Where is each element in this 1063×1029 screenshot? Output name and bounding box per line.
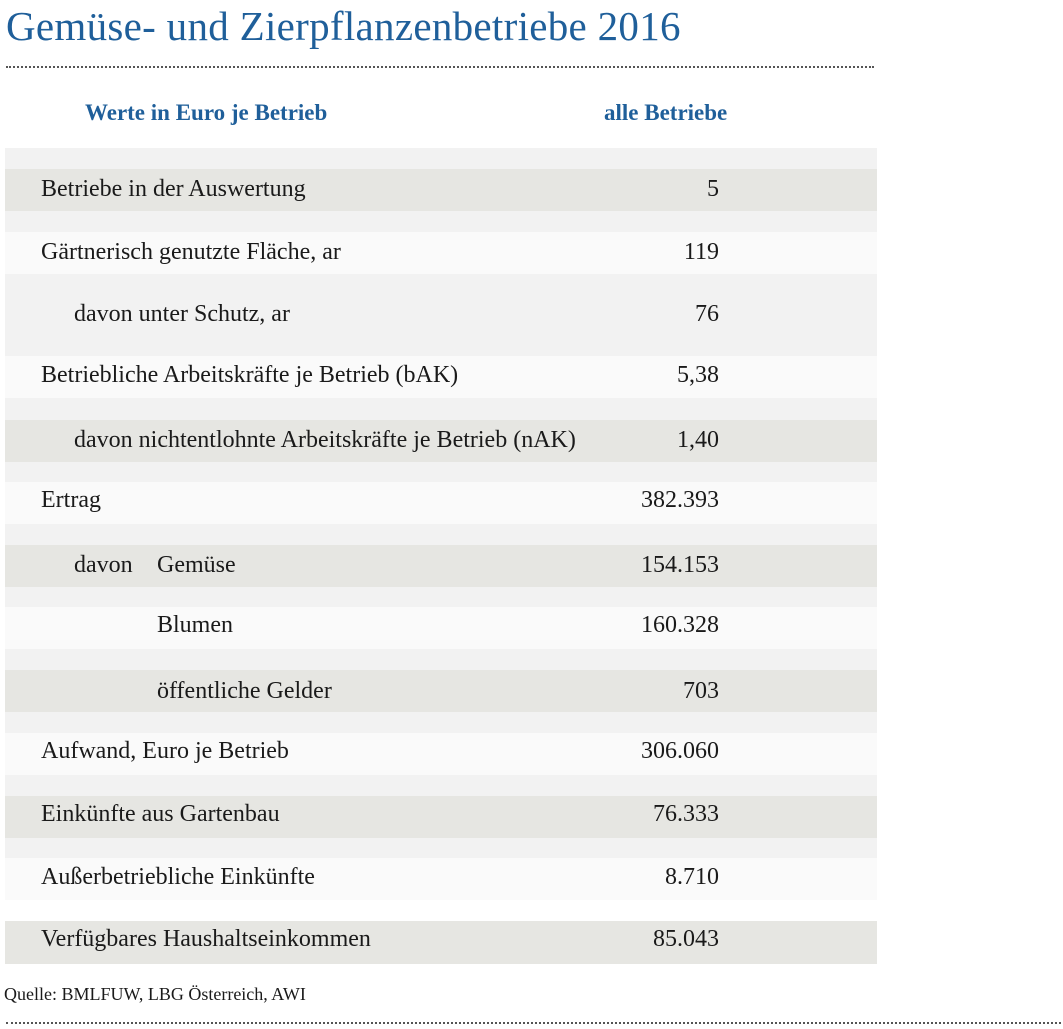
table-row: Einkünfte aus Gartenbau 76.333 <box>5 796 877 838</box>
row-value: 76 <box>695 301 719 327</box>
row-label: Blumen <box>157 612 233 638</box>
table-row: Betriebe in der Auswertung 5 <box>5 169 877 211</box>
row-label: Verfügbares Haushaltseinkommen <box>41 926 371 952</box>
table-row: öffentliche Gelder 703 <box>5 670 877 712</box>
row-value: 119 <box>683 239 719 265</box>
row-label: öffentliche Gelder <box>157 678 332 704</box>
row-label: Einkünfte aus Gartenbau <box>41 801 280 827</box>
table-row: Aufwand, Euro je Betrieb 306.060 <box>5 733 877 775</box>
divider <box>6 66 874 68</box>
row-value: 8.710 <box>665 864 719 890</box>
table-row: Ertrag 382.393 <box>5 482 877 524</box>
table-row: Gärtnerisch genutzte Fläche, ar 119 <box>5 232 877 274</box>
row-label: Aufwand, Euro je Betrieb <box>41 738 289 764</box>
row-value: 5,38 <box>677 362 719 388</box>
row-label: Gemüse <box>157 552 236 578</box>
column-header-all: alle Betriebe <box>604 100 728 125</box>
row-value: 85.043 <box>653 926 719 952</box>
divider <box>6 1022 1061 1024</box>
row-label: Außerbetriebliche Einkünfte <box>41 864 315 890</box>
row-label: Ertrag <box>41 487 101 513</box>
table-row: Verfügbares Haushaltseinkommen 85.043 <box>5 921 877 964</box>
row-label: davon nichtentlohnte Arbeitskräfte je Be… <box>74 427 576 453</box>
page-title: Gemüse- und Zierpflanzenbetriebe 2016 <box>6 3 681 49</box>
row-prefix: davon <box>74 552 133 578</box>
column-header-label: Werte in Euro je Betrieb <box>85 100 328 125</box>
row-value: 382.393 <box>641 487 719 513</box>
row-value: 76.333 <box>653 801 719 827</box>
row-label: Betriebe in der Auswertung <box>41 176 306 202</box>
table-row: davon unter Schutz, ar 76 <box>5 274 877 356</box>
row-label: davon unter Schutz, ar <box>74 301 290 327</box>
row-value: 703 <box>683 678 719 704</box>
table-row: davon nichtentlohnte Arbeitskräfte je Be… <box>5 420 877 462</box>
row-spacer <box>5 900 877 921</box>
row-value: 1,40 <box>677 427 719 453</box>
row-value: 154.153 <box>641 552 719 578</box>
table-row: davon Gemüse 154.153 <box>5 545 877 587</box>
row-value: 160.328 <box>641 612 719 638</box>
source-note: Quelle: BMLFUW, LBG Österreich, AWI <box>4 984 306 1004</box>
row-value: 306.060 <box>641 738 719 764</box>
table-row: Außerbetriebliche Einkünfte 8.710 <box>5 858 877 900</box>
row-label: Betriebliche Arbeitskräfte je Betrieb (b… <box>41 362 459 388</box>
table-row: Blumen 160.328 <box>5 607 877 649</box>
row-label: Gärtnerisch genutzte Fläche, ar <box>41 239 341 265</box>
row-value: 5 <box>707 176 719 202</box>
data-table: Betriebe in der Auswertung 5 Gärtnerisch… <box>5 148 877 964</box>
table-row: Betriebliche Arbeitskräfte je Betrieb (b… <box>5 356 877 398</box>
